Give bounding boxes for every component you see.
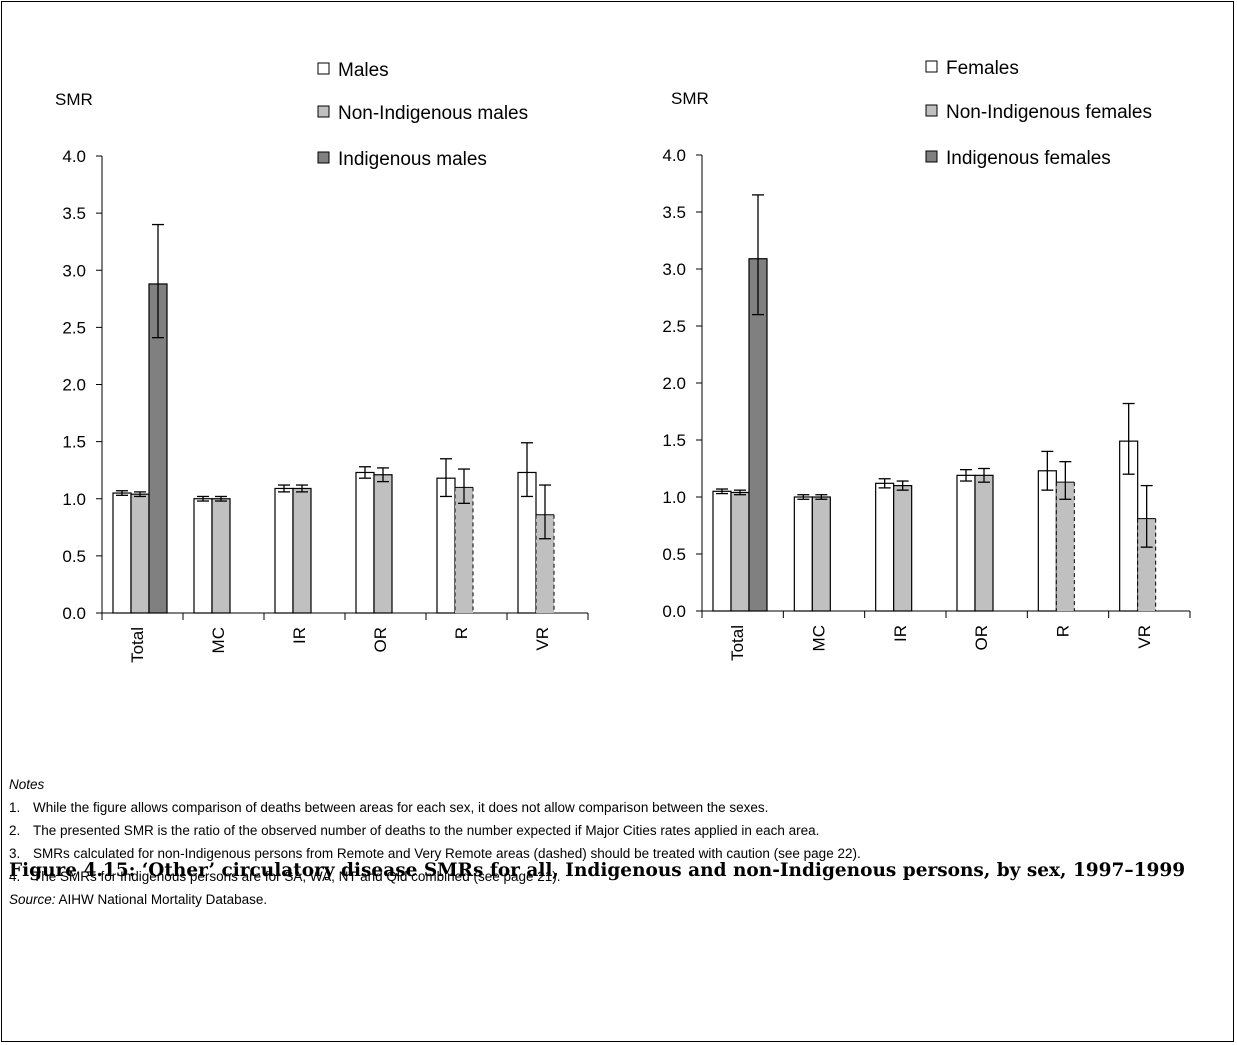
y-tick-label: 2.5 — [662, 317, 686, 336]
x-category-label: OR — [371, 627, 390, 653]
y-tick-label: 1.0 — [662, 488, 686, 507]
source-label: Source: — [9, 892, 56, 907]
legend-label: Indigenous females — [946, 148, 1111, 169]
y-tick-label: 0.0 — [62, 604, 86, 623]
source-text: AIHW National Mortality Database. — [55, 892, 268, 907]
legend-swatch — [925, 104, 938, 117]
legend-label: Indigenous males — [338, 149, 487, 170]
note-text: While the figure allows comparison of de… — [33, 800, 769, 815]
x-category-label: R — [1053, 625, 1072, 637]
legend-label: Females — [946, 58, 1019, 79]
x-category-label: VR — [533, 627, 552, 651]
note-number: 2. — [9, 823, 21, 838]
note-number: 3. — [9, 846, 21, 861]
y-tick-label: 1.5 — [662, 431, 686, 450]
bar — [712, 490, 732, 612]
bar — [974, 474, 994, 612]
bar — [1037, 470, 1057, 612]
bar — [292, 487, 312, 614]
x-category-label: R — [452, 627, 471, 639]
y-tick-label: 4.0 — [662, 146, 686, 165]
notes-title: Notes — [9, 777, 45, 792]
bar — [793, 496, 813, 612]
note-item: 1. While the figure allows comparison of… — [9, 799, 1229, 816]
x-category-label: OR — [972, 625, 991, 651]
y-tick-label: 1.0 — [62, 490, 86, 509]
y-tick-label: 3.0 — [62, 261, 86, 280]
note-item: 2. The presented SMR is the ratio of the… — [9, 822, 1229, 839]
bar — [730, 491, 750, 612]
y-tick-label: 0.5 — [62, 547, 86, 566]
x-category-label: VR — [1135, 625, 1154, 649]
y-axis-label: SMR — [671, 89, 709, 108]
note-number: 1. — [9, 800, 21, 815]
bar — [811, 496, 831, 612]
legend-swatch — [317, 105, 330, 118]
y-tick-label: 2.0 — [662, 374, 686, 393]
note-item: 3. SMRs calculated for non-Indigenous pe… — [9, 845, 1229, 862]
bar-dashed — [1137, 518, 1156, 611]
bar — [875, 482, 895, 612]
chart-area: SMR 0.0 0.5 1.0 1.5 2.0 2.5 3.0 3.5 4.0 Total MC IR O… — [55, 58, 1191, 663]
bar — [893, 485, 913, 612]
note-text: The presented SMR is the ratio of the ob… — [33, 823, 820, 838]
bar — [211, 498, 231, 614]
bar-dashed — [1056, 482, 1075, 611]
x-category-label: MC — [209, 627, 228, 653]
bar — [436, 477, 456, 614]
bar — [355, 471, 375, 614]
legend-swatch — [317, 151, 330, 164]
legend-label: Males — [338, 60, 389, 81]
legend-swatch — [925, 150, 938, 163]
bar — [373, 474, 393, 614]
legend-label: Non-Indigenous males — [338, 103, 528, 124]
y-tick-label: 3.5 — [662, 203, 686, 222]
x-category-label: Total — [128, 627, 147, 663]
x-category-label: IR — [290, 627, 309, 644]
bar — [112, 492, 132, 614]
y-tick-label: 3.0 — [662, 260, 686, 279]
y-tick-label: 3.5 — [62, 204, 86, 223]
bar — [193, 498, 213, 614]
note-text: The SMRs for Indigenous persons are for … — [33, 869, 561, 884]
y-tick-label: 2.5 — [62, 318, 86, 337]
legend-swatch — [317, 62, 330, 75]
bar-dashed — [455, 487, 473, 613]
legend-swatch — [925, 60, 938, 73]
source-line: Source: AIHW National Mortality Database… — [9, 891, 1229, 908]
bar — [274, 487, 294, 614]
legend-label: Non-Indigenous females — [946, 102, 1152, 123]
bar — [956, 474, 976, 612]
y-tick-label: 0.0 — [662, 602, 686, 621]
figure-caption: Figure 4.15: ‘Other’ circulatory disease… — [9, 860, 1186, 881]
notes-section: Notes 1. While the figure allows compari… — [9, 776, 1229, 908]
chart-panel-1: SMR 0.0 0.5 1.0 1.5 2.0 2.5 3.0 3.5 4.0 Total MC IR O… — [55, 60, 589, 663]
x-category-label: Total — [728, 625, 747, 661]
y-tick-label: 1.5 — [62, 433, 86, 452]
y-tick-label: 0.5 — [662, 545, 686, 564]
y-tick-label: 4.0 — [62, 147, 86, 166]
note-item: 4. The SMRs for Indigenous persons are f… — [9, 868, 1229, 885]
note-text: SMRs calculated for non-Indigenous perso… — [33, 846, 861, 861]
x-category-label: IR — [891, 625, 910, 642]
note-number: 4. — [9, 869, 21, 884]
y-tick-label: 2.0 — [62, 376, 86, 395]
chart-panel-2: SMR 0.0 0.5 1.0 1.5 2.0 2.5 3.0 3.5 4.0 Total MC IR O… — [662, 58, 1191, 661]
x-category-label: MC — [809, 625, 828, 651]
bar — [130, 493, 150, 614]
y-axis-label: SMR — [55, 90, 93, 109]
